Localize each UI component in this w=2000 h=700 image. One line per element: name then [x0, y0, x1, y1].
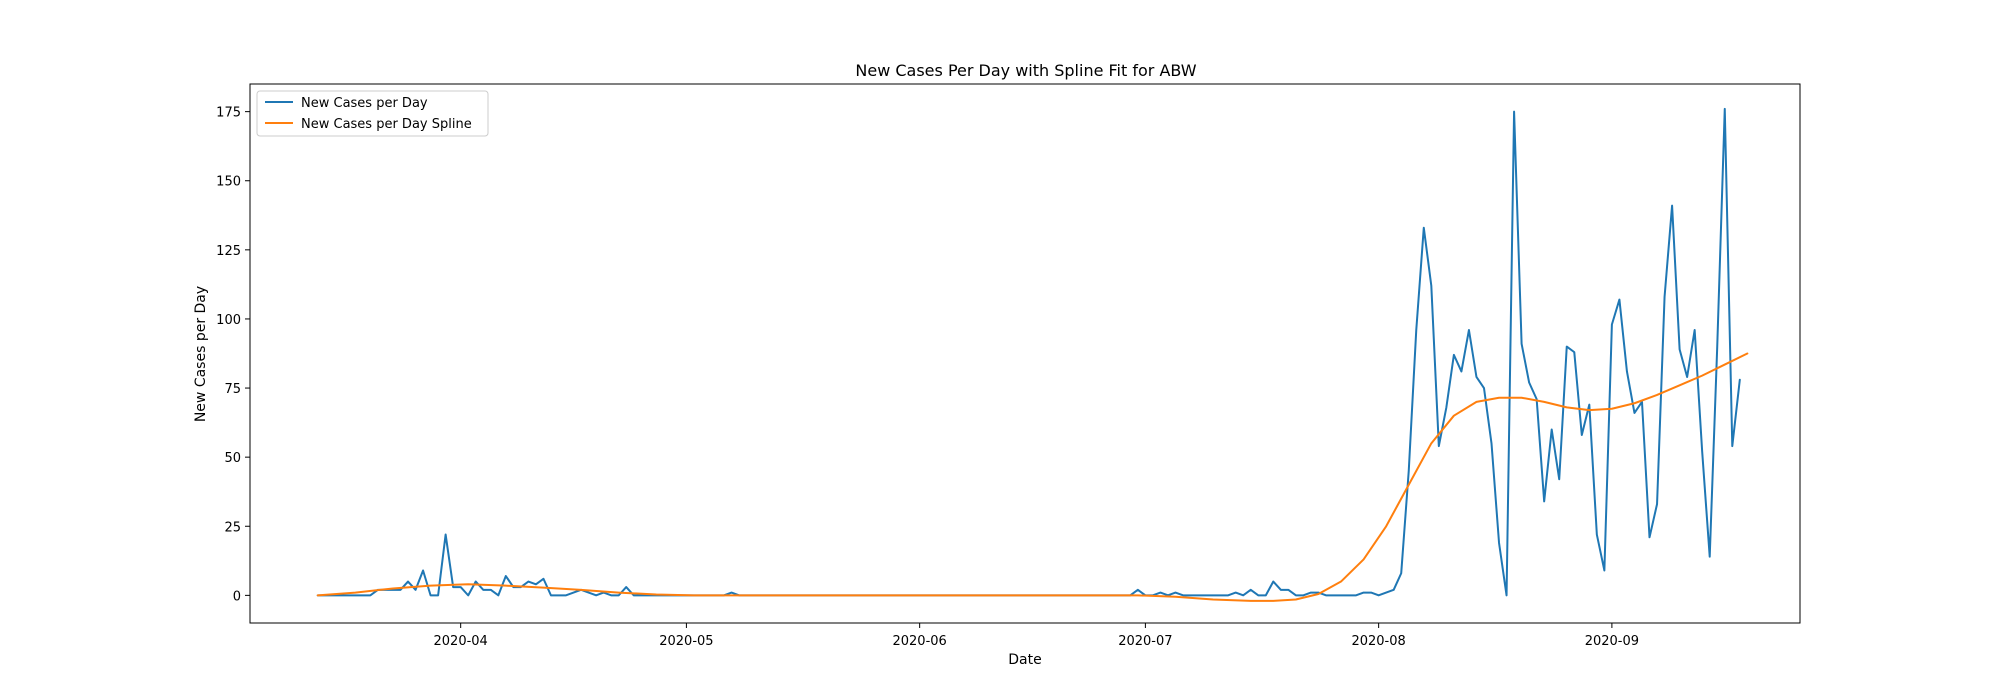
x-tick-label: 2020-05 — [659, 634, 713, 649]
x-tick-label: 2020-04 — [434, 634, 488, 649]
legend-label-new-cases: New Cases per Day — [301, 96, 428, 111]
x-tick-label: 2020-09 — [1585, 634, 1639, 649]
x-axis-label: Date — [1008, 652, 1041, 668]
y-tick-label: 125 — [216, 244, 241, 259]
y-tick-label: 175 — [216, 106, 241, 121]
series-line-1 — [316, 352, 1749, 602]
x-tick-label: 2020-06 — [892, 634, 946, 649]
plot-lines — [316, 107, 1749, 602]
legend-box — [256, 90, 489, 137]
legend-label-spline: New Cases per Day Spline — [301, 117, 472, 132]
y-tick-label: 150 — [216, 175, 241, 190]
series-line-0 — [316, 107, 1741, 597]
x-tick-label: 2020-08 — [1351, 634, 1405, 649]
y-tick-label: 100 — [216, 313, 241, 328]
y-axis-label: New Cases per Day — [193, 286, 209, 422]
x-axis: 2020-04 2020-05 2020-06 2020-07 2020-08 2020-… — [434, 623, 1639, 649]
legend: New Cases per Day New Cases per Day Spli… — [256, 90, 489, 137]
y-tick-label: 25 — [224, 520, 241, 535]
y-tick-label: 0 — [233, 589, 241, 604]
y-axis: 0 25 50 75 100 125 150 175 — [216, 106, 250, 604]
x-tick-label: 2020-07 — [1118, 634, 1172, 649]
y-tick-label: 50 — [224, 451, 241, 466]
chart-title: New Cases Per Day with Spline Fit for AB… — [855, 61, 1196, 80]
y-tick-label: 75 — [224, 382, 241, 397]
plot-area-frame — [249, 83, 1801, 624]
